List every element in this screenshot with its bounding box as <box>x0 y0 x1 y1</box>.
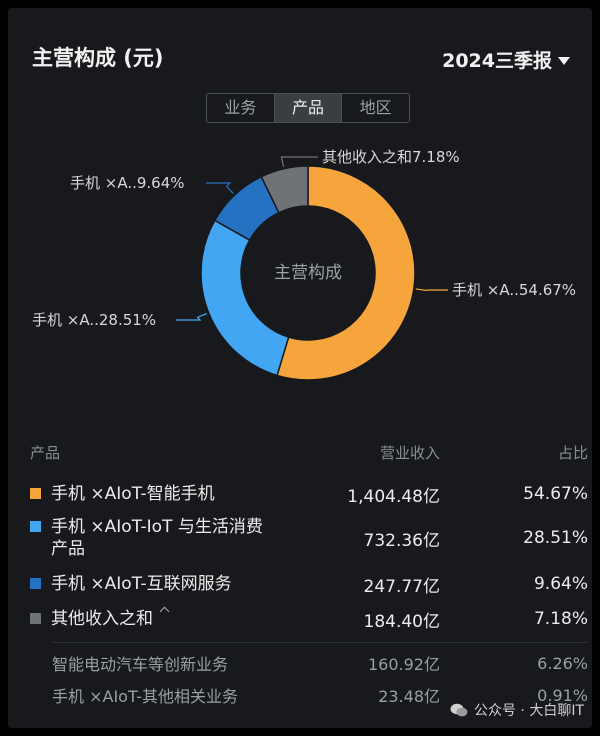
donut-chart-svg: 主营构成 手机 ×A..54.67% 手机 ×A..28.51% 手机 ×A..… <box>32 148 576 381</box>
period-label: 2024三季报 <box>442 50 552 72</box>
leader-line <box>280 156 318 167</box>
row-name-line1: 手机 ×AIoT-IoT 与生活消费 <box>51 517 263 537</box>
slice-label-internet: 手机 ×A..9.64% <box>70 174 185 192</box>
sub-row-name: 智能电动汽车等创新业务 <box>52 655 229 674</box>
tab-region[interactable]: 地区 <box>341 94 409 122</box>
donut-slice-other[interactable] <box>260 165 309 214</box>
row-revenue: 1,404.48亿 <box>347 486 440 507</box>
watermark-text: 公众号 · 大白聊IT <box>473 703 584 719</box>
legend-swatch <box>30 488 41 499</box>
period-selector[interactable]: 2024三季报 <box>442 46 570 73</box>
slice-label-smartphone: 手机 ×A..54.67% <box>452 281 576 299</box>
page-title: 主营构成 (元) <box>32 46 164 70</box>
chevron-up-icon[interactable] <box>159 606 170 617</box>
table-row[interactable]: 手机 ×AIoT-智能手机 1,404.48亿 54.67% <box>30 476 588 512</box>
row-share: 7.18% <box>533 609 588 629</box>
legend-swatch <box>30 578 41 589</box>
main-composition-panel: 主营构成 (元) 2024三季报 业务 产品 地区 主营构成 手机 ×A..54… <box>8 8 592 728</box>
row-name: 手机 ×AIoT-互联网服务 <box>51 574 232 594</box>
sub-row-share: 6.26% <box>537 653 588 673</box>
donut-slice-smartphone[interactable] <box>276 165 416 381</box>
composition-table: 产品 营业收入 占比 手机 ×AIoT-智能手机 1,404.48亿 54.67… <box>30 438 588 711</box>
header-share: 占比 <box>557 443 588 462</box>
donut-slice-iot[interactable] <box>200 219 290 377</box>
slice-label-other: 其他收入之和7.18% <box>322 148 460 166</box>
watermark: 公众号 · 大白聊IT <box>450 700 584 720</box>
row-share: 9.64% <box>533 574 588 594</box>
wechat-icon <box>450 703 468 717</box>
segment-tabs: 业务 产品 地区 <box>206 93 410 123</box>
leader-line <box>176 313 208 321</box>
leader-line <box>415 288 448 292</box>
row-name: 手机 ×AIoT-智能手机 <box>51 484 215 504</box>
row-name-line2: 产品 <box>51 539 85 559</box>
donut-chart: 主营构成 手机 ×A..54.67% 手机 ×A..28.51% 手机 ×A..… <box>8 138 600 408</box>
row-revenue: 732.36亿 <box>363 530 440 551</box>
slice-label-iot: 手机 ×A..28.51% <box>32 311 156 329</box>
caret-down-icon <box>558 56 570 65</box>
sub-row-revenue: 160.92亿 <box>368 655 440 674</box>
legend-swatch <box>30 613 41 624</box>
header-product: 产品 <box>30 443 61 462</box>
row-revenue: 184.40亿 <box>363 611 440 632</box>
legend-swatch <box>30 521 41 532</box>
tab-business[interactable]: 业务 <box>224 98 257 117</box>
row-name: 其他收入之和 <box>51 609 153 629</box>
table-row-expandable[interactable]: 其他收入之和 184.40亿 7.18% <box>30 602 588 636</box>
sub-row-name: 手机 ×AIoT-其他相关业务 <box>52 687 239 706</box>
sub-row: 智能电动汽车等创新业务 160.92亿 6.26% <box>30 647 588 679</box>
sub-row: 手机 ×AIoT-其他相关业务 23.48亿 0.91% <box>30 679 588 711</box>
divider <box>52 642 588 643</box>
sub-row-share: 0.91% <box>537 685 588 705</box>
row-revenue: 247.77亿 <box>363 576 440 597</box>
row-share: 54.67% <box>523 484 588 504</box>
header-revenue: 营业收入 <box>379 443 440 462</box>
donut-center-label: 主营构成 <box>274 263 342 283</box>
table-row[interactable]: 手机 ×AIoT-互联网服务 247.77亿 9.64% <box>30 566 588 602</box>
table-row[interactable]: 手机 ×AIoT-IoT 与生活消费 产品 732.36亿 28.51% <box>30 512 588 564</box>
leader-line <box>206 182 234 194</box>
table-header: 产品 营业收入 占比 <box>30 438 588 466</box>
tab-product[interactable]: 产品 <box>273 94 342 122</box>
sub-row-revenue: 23.48亿 <box>378 687 440 706</box>
row-share: 28.51% <box>523 528 588 548</box>
